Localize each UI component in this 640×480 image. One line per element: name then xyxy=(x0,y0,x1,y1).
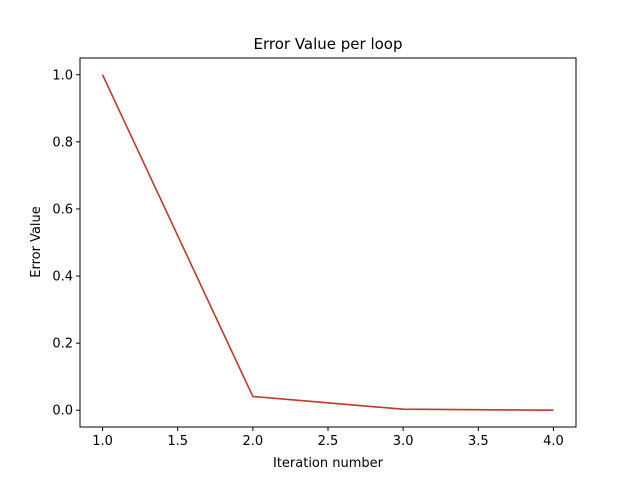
x-tick-label: 4.0 xyxy=(543,434,564,449)
x-tick-label: 2.0 xyxy=(243,434,264,449)
chart-title: Error Value per loop xyxy=(253,35,402,53)
x-tick-label: 3.0 xyxy=(393,434,414,449)
y-tick-label: 0.2 xyxy=(52,337,73,352)
y-tick-label: 0.6 xyxy=(52,202,73,217)
x-tick-label: 2.5 xyxy=(318,434,339,449)
x-tick-label: 1.0 xyxy=(92,434,113,449)
y-tick-label: 0.8 xyxy=(52,135,73,150)
x-tick-label: 3.5 xyxy=(468,434,489,449)
x-tick-label: 1.5 xyxy=(167,434,188,449)
plot-area: 1.0 1.5 2.0 2.5 3.0 3.5 4.0 0.0 0.2 0.4 0.6 0.8 1.0 xyxy=(52,57,577,449)
y-axis-label: Error Value xyxy=(29,206,44,278)
x-axis-label: Iteration number xyxy=(273,456,384,471)
y-tick-label: 0.4 xyxy=(52,270,73,285)
series-line-0 xyxy=(101,74,554,412)
y-tick-label: 0.0 xyxy=(52,404,73,419)
y-tick-label: 1.0 xyxy=(52,68,73,83)
